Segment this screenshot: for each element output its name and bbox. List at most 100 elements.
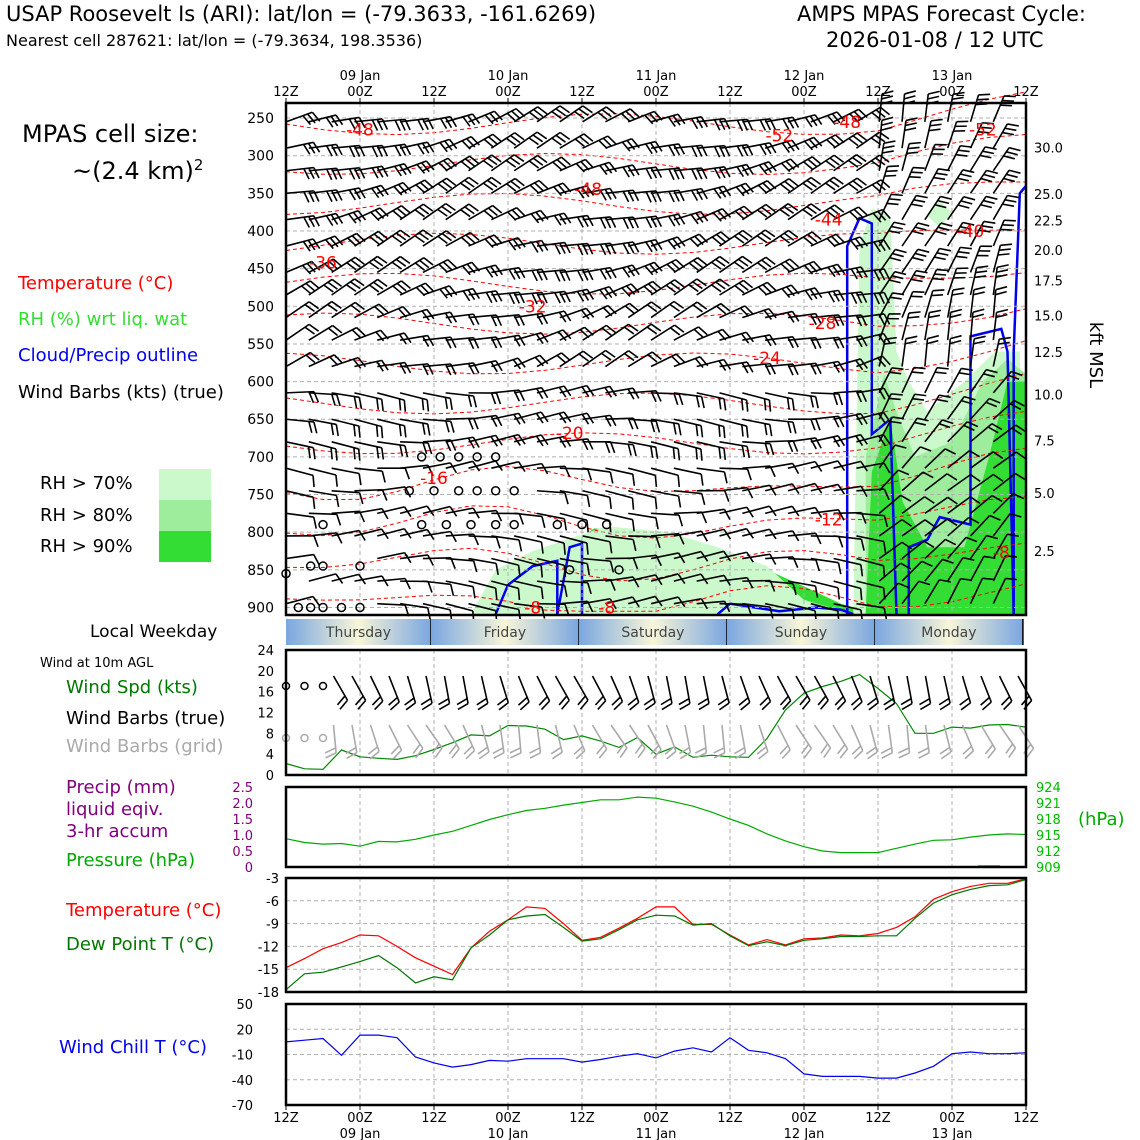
main-barb-316-feather: [929, 309, 941, 314]
main-barb-473-staff: [856, 462, 885, 469]
barb10-7-feather: [404, 697, 415, 706]
main-barb-206-feather: [622, 267, 631, 278]
barb10-24-feather: [718, 702, 730, 711]
main-barb-82-feather: [723, 166, 731, 178]
main-barb-73-feather: [505, 159, 517, 168]
main-barb-159-feather: [1004, 199, 1017, 203]
calm-grid-1: [300, 733, 309, 743]
main-barb-21-feather: [787, 117, 795, 129]
main-barb-471-staff: [810, 460, 839, 469]
main-barb-644-staff: [673, 597, 702, 605]
main-barb-369-feather: [700, 396, 705, 409]
main-barb-103-feather: [460, 182, 471, 191]
wind-frame: [284, 648, 1028, 777]
main-barb-527-staff: [764, 505, 793, 515]
title-right-1: AMPS MPAS Forecast Cycle:: [797, 2, 1086, 26]
main-barb-417-feather: [335, 448, 338, 461]
main-barb-609-staff: [536, 580, 565, 587]
calm-wind-26: [318, 561, 328, 571]
cell-size-line1: MPAS cell size:: [22, 120, 199, 148]
main-barb-180-feather: [764, 229, 776, 238]
barbgrid-6-feather: [392, 749, 403, 760]
main-barb-169-feather: [512, 238, 522, 250]
main-barb-209-feather: [688, 262, 699, 271]
main-barb-254-feather: [974, 275, 987, 279]
main-barb-225-feather: [331, 278, 343, 288]
height-axis-label: kft MSL: [1085, 322, 1106, 388]
main-barb-209-feather: [697, 257, 708, 266]
main-barb-252-feather: [936, 268, 949, 272]
main-barb-102-feather: [441, 180, 453, 189]
main-barb-616-staff: [696, 574, 725, 582]
main-barb-413-feather: [963, 395, 976, 401]
main-barb-449-feather: [335, 474, 338, 487]
main-barb-251-feather: [910, 278, 923, 283]
main-barb-586-staff: [719, 551, 747, 560]
barbgrid-31-feather: [851, 745, 862, 755]
main-barb-547-feather: [518, 539, 523, 552]
main-barb-448-staff: [285, 467, 314, 477]
main-barb-203-feather: [554, 270, 561, 282]
barbgrid-17-feather: [596, 744, 605, 755]
main-barb-88-feather: [856, 154, 867, 163]
main-barb-505-feather: [1014, 472, 1026, 481]
weekday-bar: Thursday Friday Saturday Sunday Monday: [286, 619, 1024, 645]
main-barb-154-feather: [886, 202, 899, 206]
main-barb-459-staff: [536, 465, 565, 469]
barbgrid-8-feather: [431, 743, 440, 754]
temp-label-13: -12: [815, 510, 843, 530]
main-barb-631-staff: [377, 602, 406, 606]
main-barb-441-feather: [882, 434, 891, 445]
main-barb-250-feather: [894, 270, 907, 276]
main-barb-113-feather: [700, 188, 708, 200]
main-barb-475-staff: [901, 446, 921, 469]
bottom-date-label: 09 Jan: [340, 1127, 381, 1140]
cell-size-value: ~(2.4 km): [72, 157, 194, 185]
main-barb-175-feather: [654, 239, 663, 250]
main-barb-207-feather: [653, 261, 663, 272]
calm-wind-6: [429, 486, 439, 496]
main-barb-236-feather: [586, 289, 595, 300]
main-barb-248-feather: [850, 292, 858, 304]
main-barb-602-feather: [404, 578, 411, 590]
height-tick-label: 7.5: [1034, 434, 1055, 449]
main-barb-188-feather: [934, 230, 947, 236]
calm-wind-2: [453, 452, 464, 462]
main-barb-136-feather: [483, 209, 494, 219]
main-barb-80-feather: [668, 168, 675, 181]
main-barb-134-feather: [437, 208, 448, 217]
main-barb-193-feather: [332, 258, 343, 268]
main-barb-17-feather: [700, 116, 709, 128]
main-barb-411-feather: [914, 393, 927, 397]
main-barb-366-feather: [632, 387, 640, 399]
main-barb-541-staff: [354, 528, 382, 537]
main-barb-97-feather: [325, 190, 333, 202]
main-barb-509-feather: [381, 508, 389, 520]
main-barb-572-feather: [427, 554, 434, 566]
main-barb-606-feather: [494, 587, 498, 600]
main-barb-96-feather: [303, 191, 310, 203]
legend-precip-3: 3-hr accum: [66, 821, 169, 842]
barbgrid-38-feather: [987, 748, 996, 759]
main-barb-399-feather: [655, 420, 661, 433]
main-barb-414-feather: [985, 401, 998, 408]
main-barb-133-feather: [422, 203, 434, 212]
main-barb-36-feather: [399, 144, 407, 156]
main-barb-187-feather: [914, 226, 927, 231]
main-barb-565-feather: [924, 519, 936, 528]
main-barb-569-staff: [992, 513, 1011, 537]
main-barb-70-feather: [438, 162, 449, 172]
main-barb-235-feather: [559, 291, 566, 303]
main-barb-318-feather: [972, 308, 985, 314]
main-barb-347-feather: [905, 335, 918, 340]
main-barb-355-feather: [376, 397, 380, 410]
main-barb-12-feather: [582, 105, 593, 114]
main-barb-487-feather: [609, 497, 612, 509]
main-barb-443-feather: [916, 417, 929, 422]
main-barb-228-feather: [400, 280, 411, 290]
main-barb-377-feather: [883, 387, 891, 399]
main-barb-218-feather: [895, 248, 907, 254]
main-barb-23-feather: [836, 111, 846, 122]
main-barb-84-feather: [763, 162, 773, 174]
main-barb-76-feather: [584, 159, 595, 169]
